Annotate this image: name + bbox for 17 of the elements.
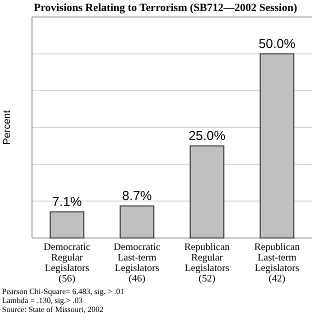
text: Pearson Chi-Square= 6.483, sig. > .01 [2, 287, 124, 296]
bar [190, 145, 224, 238]
data-label: 7.1% [52, 194, 82, 209]
text: Lambda = .130, sig.> .03 [2, 296, 83, 305]
data-label: 25.0% [188, 128, 226, 143]
bar [50, 211, 84, 238]
x-tick-label: Democratic Last-term Legislators (46) [114, 242, 161, 284]
source-note: Source: State of Missouri, 2002 [2, 305, 104, 314]
data-label: 8.7% [122, 188, 152, 203]
y-axis-title: Percent [2, 110, 13, 145]
x-tick-label: Republican Regular Legislators (52) [184, 242, 230, 284]
x-tick-label: Republican Last-term Legislators (42) [254, 242, 300, 284]
bar [260, 53, 294, 238]
chart-title: Provisions Relating to Terrorism (SB712—2002 Session) [34, 2, 298, 14]
bar [120, 205, 154, 238]
data-label: 50.0% [258, 36, 296, 51]
x-tick-label: Democratic Regular Legislators (56) [44, 242, 91, 284]
